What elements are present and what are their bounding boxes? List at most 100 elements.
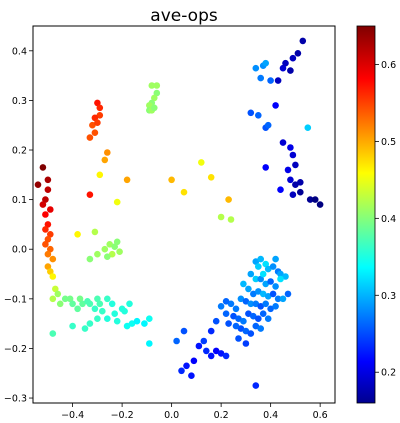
scatter-point-200 — [272, 255, 279, 263]
scatter-point-60 — [111, 243, 118, 250]
scatter-point-11 — [44, 236, 52, 243]
scatter-point-16 — [44, 263, 52, 270]
x-tick-label: 0.4 — [263, 410, 278, 421]
scatter-point-141 — [272, 283, 279, 290]
scatter-point-183 — [195, 342, 203, 350]
scatter-point-164 — [222, 310, 230, 318]
scatter-point-75 — [86, 191, 94, 198]
scatter-point-159 — [272, 303, 279, 310]
colorbar-tick-label: 0.2 — [381, 368, 396, 379]
scatter-point-45 — [49, 330, 57, 337]
scatter-point-167 — [240, 317, 247, 325]
y-axis: −0.3 −0.2 −0.1 0.0 0.1 0.2 0.3 0.4 — [4, 46, 33, 405]
scatter-point-188 — [222, 352, 230, 360]
scatter-point-123 — [297, 179, 304, 186]
scatter-point-40 — [128, 320, 136, 327]
scatter-point-92 — [225, 196, 232, 203]
scatter-point-124 — [297, 188, 304, 196]
scatter-point-65 — [94, 99, 101, 107]
y-tick-label: −0.2 — [4, 344, 27, 355]
scatter-point-116 — [292, 161, 299, 169]
scatter-point-101 — [254, 112, 262, 119]
scatter-point-153 — [242, 298, 250, 305]
scatter-point-142 — [240, 280, 247, 288]
scatter-point-168 — [245, 310, 252, 318]
scatter-point-126 — [311, 196, 319, 203]
scatter-point-93 — [217, 213, 225, 221]
scatter-point-19 — [52, 285, 59, 293]
scatter-point-192 — [178, 367, 185, 375]
scatter-point-76 — [96, 171, 104, 179]
scatter-point-138 — [257, 275, 265, 283]
scatter-point-21 — [54, 290, 62, 298]
scatter-point-158 — [267, 305, 274, 313]
scatter-point-50 — [113, 317, 121, 325]
scatter-point-177 — [257, 325, 265, 332]
scatter-point-95 — [252, 64, 260, 72]
scatter-point-51 — [121, 307, 128, 315]
scatter-point-56 — [101, 245, 109, 253]
scatter-point-160 — [232, 305, 240, 313]
scatter-point-109 — [289, 54, 297, 62]
scatter-point-187 — [217, 350, 225, 357]
scatter-point-15 — [49, 255, 57, 263]
scatter-point-35 — [104, 295, 111, 303]
scatter-point-165 — [230, 312, 237, 320]
scatter-point-189 — [180, 327, 188, 335]
scatter-point-190 — [190, 357, 198, 365]
colorbar-tick-label: 0.6 — [381, 60, 396, 71]
scatter-point-125 — [306, 196, 314, 203]
scatter-point-135 — [282, 273, 289, 280]
scatter-point-31 — [91, 305, 99, 313]
scatter-point-100 — [247, 109, 255, 117]
scatter-point-171 — [259, 310, 267, 318]
scatter-point-78 — [113, 198, 121, 206]
scatter-point-181 — [207, 327, 215, 335]
scatter-point-79 — [148, 82, 156, 89]
scatter-point-184 — [203, 347, 210, 355]
scatter-point-68 — [91, 114, 99, 122]
plot-frame — [32, 25, 336, 404]
scatter-point-119 — [262, 164, 270, 171]
scatter-point-74 — [101, 156, 109, 164]
scatter-point-180 — [212, 317, 220, 325]
scatter-point-137 — [252, 275, 260, 283]
scatter-point-172 — [264, 315, 272, 323]
scatter-point-186 — [212, 347, 220, 355]
x-tick-label: 0.6 — [313, 410, 328, 421]
scatter-point-174 — [242, 327, 250, 335]
scatter-point-179 — [232, 322, 240, 330]
scatter-point-82 — [151, 94, 158, 102]
colorbar-axis: 0.2 0.3 0.4 0.5 0.6 — [375, 60, 396, 379]
scatter-point-23 — [61, 295, 69, 303]
scatter-point-44 — [146, 340, 153, 347]
scatter-point-150 — [279, 295, 287, 303]
scatter-point-18 — [49, 273, 57, 280]
scatter-point-145 — [254, 288, 262, 295]
scatter-point-113 — [279, 139, 287, 146]
scatter-point-3 — [44, 186, 52, 193]
scatter-point-140 — [267, 278, 274, 285]
scatter-point-173 — [237, 325, 245, 332]
x-tick-label: −0.4 — [61, 410, 84, 421]
scatter-point-195 — [252, 382, 260, 389]
scatter-point-103 — [264, 121, 272, 129]
scatter-point-27 — [76, 295, 84, 303]
scatter-point-191 — [183, 362, 190, 370]
colorbar — [356, 25, 376, 404]
scatter-point-143 — [245, 285, 252, 293]
scatter-point-39 — [123, 322, 131, 330]
scatter-point-156 — [257, 303, 265, 310]
scatter-point-59 — [108, 250, 116, 258]
scatter-point-129 — [257, 255, 265, 263]
colorbar-tick-label: 0.5 — [381, 137, 396, 148]
scatter-point-28 — [79, 300, 86, 308]
scatter-point-10 — [47, 231, 54, 238]
scatter-point-91 — [207, 174, 215, 181]
scatter-point-175 — [247, 330, 255, 337]
scatter-point-155 — [252, 300, 260, 308]
scatter-point-114 — [287, 144, 294, 151]
chart-title: ave-ops — [150, 6, 218, 26]
scatter-point-132 — [269, 263, 277, 270]
